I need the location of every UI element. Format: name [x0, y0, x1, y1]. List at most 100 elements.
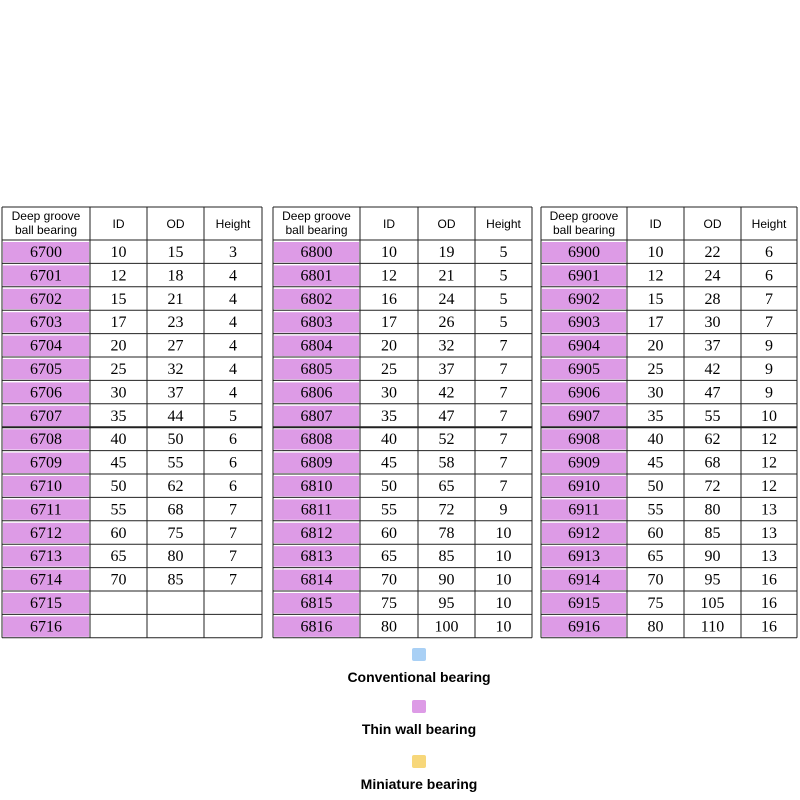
table-cell: 6816 — [301, 618, 333, 635]
code-cell-bg — [274, 429, 359, 450]
code-cell-bg — [542, 405, 626, 427]
table-cell: 6 — [765, 244, 773, 261]
table-cell: 6701 — [30, 267, 62, 284]
table-cell: 6708 — [30, 431, 62, 448]
code-cell-bg — [274, 265, 359, 286]
table-cell: 17 — [381, 314, 397, 331]
table-cell: 6703 — [30, 314, 62, 331]
table-cell: 37 — [439, 361, 455, 378]
table-cell: 6915 — [568, 595, 600, 612]
table-cell: 6903 — [568, 314, 600, 331]
code-cell-bg — [3, 476, 89, 497]
table-cell: 55 — [705, 408, 721, 425]
table-cell: 5 — [229, 408, 237, 425]
table-cell: 27 — [168, 338, 184, 355]
table-cell: 47 — [439, 408, 455, 425]
code-cell-bg — [3, 359, 89, 380]
table-cell: 35 — [381, 408, 397, 425]
table-cell: 6814 — [301, 572, 333, 589]
code-cell-bg — [3, 288, 89, 310]
table-cell: 78 — [439, 525, 455, 542]
table-cell: 17 — [111, 314, 127, 331]
table-cell: 60 — [111, 525, 127, 542]
code-cell-bg — [542, 288, 626, 310]
table-cell: 70 — [111, 572, 127, 589]
table-cell: 6706 — [30, 384, 62, 401]
table-cell: 4 — [229, 361, 237, 378]
code-cell-bg — [274, 312, 359, 333]
table-cell: 3 — [229, 244, 237, 261]
table-cell: 30 — [648, 384, 664, 401]
table-cell: 7 — [765, 291, 773, 308]
code-cell-bg — [3, 569, 89, 590]
table-cell: 10 — [496, 572, 512, 589]
table-cell: 6815 — [301, 595, 333, 612]
code-cell-bg — [3, 242, 89, 263]
table-cell: 58 — [439, 455, 455, 472]
table-cell: 6914 — [568, 572, 600, 589]
table-cell: 6705 — [30, 361, 62, 378]
bearing-table: Deep groove ball bearing ID OD Height 6800 10 1… — [272, 206, 533, 639]
table-cell: 4 — [229, 291, 237, 308]
table-cell: 6714 — [30, 572, 62, 589]
table-cell: 6712 — [30, 525, 62, 542]
table-cell: 6804 — [301, 338, 333, 355]
header-line: ball bearing — [285, 223, 347, 237]
table-cell: 12 — [761, 455, 777, 472]
table-cell: 13 — [761, 548, 777, 565]
table-cell: 50 — [111, 478, 127, 495]
code-cell-bg — [274, 569, 359, 590]
table-cell: 50 — [168, 431, 184, 448]
table-cell: 18 — [168, 267, 184, 284]
code-cell-bg — [3, 499, 89, 520]
code-cell-bg — [274, 593, 359, 614]
table-cell: 12 — [761, 431, 777, 448]
table-cell: 6901 — [568, 267, 600, 284]
table-cell: 50 — [648, 478, 664, 495]
code-cell-bg — [3, 593, 89, 614]
table-cell: 85 — [168, 572, 184, 589]
table-cell: 12 — [648, 267, 664, 284]
table-cell: 20 — [381, 338, 397, 355]
table-cell: 6908 — [568, 431, 600, 448]
table-cell: 10 — [111, 244, 127, 261]
table-cell: 42 — [439, 384, 455, 401]
code-cell-bg — [542, 312, 626, 333]
table-cell: 62 — [168, 478, 184, 495]
table-cell: 50 — [381, 478, 397, 495]
table-cell: 15 — [168, 244, 184, 261]
table-cell: 80 — [381, 618, 397, 635]
code-cell-bg — [274, 288, 359, 310]
table-cell: 25 — [381, 361, 397, 378]
code-cell-bg — [542, 359, 626, 380]
table-cell: 6 — [765, 267, 773, 284]
table-cell: 42 — [705, 361, 721, 378]
table-cell: 30 — [111, 384, 127, 401]
table-cell: 72 — [705, 478, 721, 495]
table-cell: 68 — [168, 501, 184, 518]
table-cell: 80 — [705, 501, 721, 518]
table-cell: 10 — [496, 595, 512, 612]
code-cell-bg — [542, 546, 626, 567]
table-cell: 9 — [765, 361, 773, 378]
table-cell: 13 — [761, 501, 777, 518]
table-cell: 6800 — [301, 244, 333, 261]
table-cell: 7 — [500, 384, 508, 401]
table-cell: 32 — [439, 338, 455, 355]
table-cell: 10 — [381, 244, 397, 261]
code-cell-bg — [274, 382, 359, 403]
code-cell-bg — [3, 546, 89, 567]
table-cell: 6 — [229, 478, 237, 495]
table-cell: 30 — [381, 384, 397, 401]
header-line: Deep groove — [12, 209, 81, 223]
code-cell-bg — [3, 382, 89, 403]
table-cell: 23 — [168, 314, 184, 331]
table-cell: 6715 — [30, 595, 62, 612]
table-cell: 20 — [648, 338, 664, 355]
table-cell: 6810 — [301, 478, 333, 495]
code-cell-bg — [274, 522, 359, 544]
table-cell: 25 — [648, 361, 664, 378]
header-line: Deep groove — [550, 209, 619, 223]
